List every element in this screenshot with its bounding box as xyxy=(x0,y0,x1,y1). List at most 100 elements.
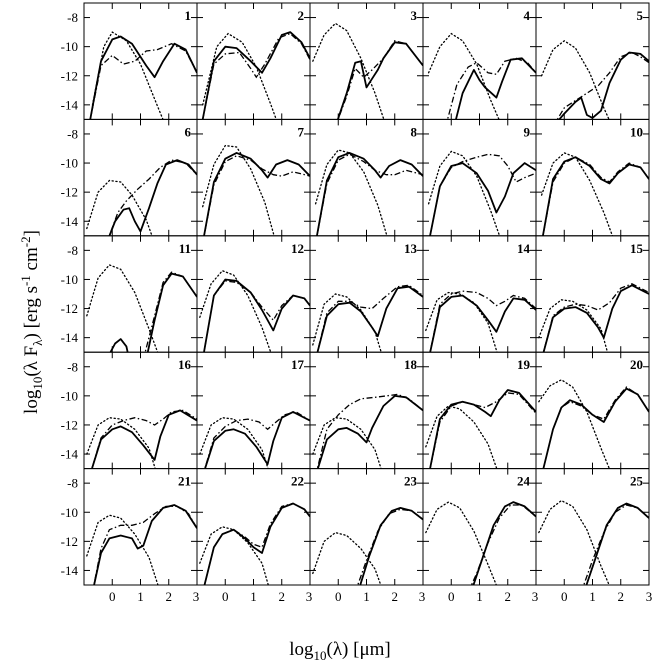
curve-dotted xyxy=(199,269,272,353)
panel-curves xyxy=(86,409,197,469)
x-tick-label: 3 xyxy=(419,589,426,604)
y-tick-label: -10 xyxy=(61,272,78,287)
curve-dashdot xyxy=(542,156,649,236)
panel-curves xyxy=(199,269,310,353)
panel-15: 15 xyxy=(535,235,650,353)
panel-13: 13 xyxy=(309,235,424,353)
panel-curves xyxy=(86,504,197,586)
panel-number: 7 xyxy=(298,124,305,139)
panel-number: 2 xyxy=(298,8,305,23)
curve-dashdot xyxy=(203,155,310,236)
panel-6: 6 xyxy=(83,118,198,237)
x-tick-label: 3 xyxy=(193,589,200,604)
curve-dotted xyxy=(427,32,500,120)
curve-solid xyxy=(316,151,423,236)
curve-dashdot xyxy=(470,504,536,586)
panel-25: 25 xyxy=(535,468,650,586)
panel-curves xyxy=(312,506,423,586)
curve-dashdot xyxy=(89,42,197,120)
y-tick-label: -14 xyxy=(61,330,79,345)
y-tick-label: -14 xyxy=(61,447,79,462)
curve-dashdot xyxy=(542,283,649,353)
y-tick-label: -14 xyxy=(61,214,79,229)
y-tick-label: -10 xyxy=(61,388,78,403)
panel-curves xyxy=(427,150,536,236)
x-tick-label: 2 xyxy=(505,589,512,604)
curve-dashdot xyxy=(316,284,423,353)
panel-curves xyxy=(425,290,536,353)
curve-dotted xyxy=(312,22,385,120)
panel-curves xyxy=(425,389,536,469)
panel-frame xyxy=(535,2,650,120)
panel-number: 14 xyxy=(517,241,531,256)
panel-8: 8 xyxy=(309,118,424,237)
y-tick-label: -8 xyxy=(67,10,78,25)
panel-number: 21 xyxy=(178,474,191,489)
panel-curves xyxy=(86,264,197,353)
tick-labels: -8 -10 -12 -14 -8 -10 -12 -14 -8 -10 -12 -14 -8 -10 -1… xyxy=(61,10,653,604)
x-tick-label: 3 xyxy=(646,589,653,604)
curve-dotted xyxy=(86,179,153,236)
curve-solid xyxy=(108,159,197,236)
y-tick-label: -14 xyxy=(61,97,79,112)
curve-dashdot xyxy=(316,153,423,236)
curve-dashdot xyxy=(429,153,536,236)
panel-curves xyxy=(202,144,310,236)
panel-frame xyxy=(196,118,311,237)
curve-dashdot xyxy=(542,386,649,469)
panel-number: 11 xyxy=(179,241,191,256)
curve-solid xyxy=(542,387,649,469)
panel-curves xyxy=(312,22,423,120)
y-tick-label: -10 xyxy=(61,156,78,171)
curve-dashdot xyxy=(357,508,423,586)
y-tick-label: -12 xyxy=(61,417,78,432)
curve-solid xyxy=(201,31,310,120)
curve-dotted xyxy=(86,417,156,469)
panel-number: 18 xyxy=(404,357,418,372)
panel-curves xyxy=(89,31,197,120)
panel-number: 23 xyxy=(404,474,418,489)
x-tick-label: 3 xyxy=(532,589,539,604)
panel-16: 16 xyxy=(83,351,198,470)
panel-number: 12 xyxy=(291,241,304,256)
panel-number: 24 xyxy=(517,474,531,489)
curve-dotted xyxy=(540,40,610,120)
x-axis-title: log10(λ) [μm] xyxy=(289,639,391,663)
panel-curves xyxy=(86,159,197,236)
x-tick-label: 0 xyxy=(335,589,342,604)
panel-number: 4 xyxy=(524,8,531,23)
panel-frame xyxy=(83,118,198,237)
panel-curves xyxy=(312,284,423,353)
curve-dotted xyxy=(91,31,164,120)
curve-solid xyxy=(429,162,536,236)
x-tick-label: 0 xyxy=(448,589,455,604)
curve-solid xyxy=(429,389,536,469)
curve-dashdot xyxy=(204,411,310,469)
panel-4: 4 xyxy=(422,2,537,120)
panel-21: 21 xyxy=(83,468,198,586)
curve-solid xyxy=(89,35,197,120)
curve-dotted xyxy=(538,379,611,469)
curve-dotted xyxy=(199,417,269,469)
y-tick-label: -12 xyxy=(61,68,78,83)
panel-number: 1 xyxy=(185,8,192,23)
panel-frame xyxy=(309,118,424,237)
curve-solid xyxy=(204,410,310,469)
panel-number: 22 xyxy=(291,474,304,489)
x-tick-label: 2 xyxy=(392,589,399,604)
y-tick-label: -12 xyxy=(61,534,78,549)
x-tick-label: 1 xyxy=(137,589,144,604)
panel-number: 9 xyxy=(524,124,531,139)
curve-dotted xyxy=(202,32,277,120)
x-tick-label: 2 xyxy=(166,589,173,604)
panel-10: 10 xyxy=(535,118,650,237)
curve-solid xyxy=(472,501,536,586)
curve-dashdot xyxy=(429,290,536,353)
panel-7: 7 xyxy=(196,118,311,237)
panel-14: 14 xyxy=(422,235,537,353)
panel-number: 10 xyxy=(630,124,643,139)
curve-solid xyxy=(203,151,310,236)
panel-frame xyxy=(422,2,537,120)
panel-number: 20 xyxy=(630,357,643,372)
